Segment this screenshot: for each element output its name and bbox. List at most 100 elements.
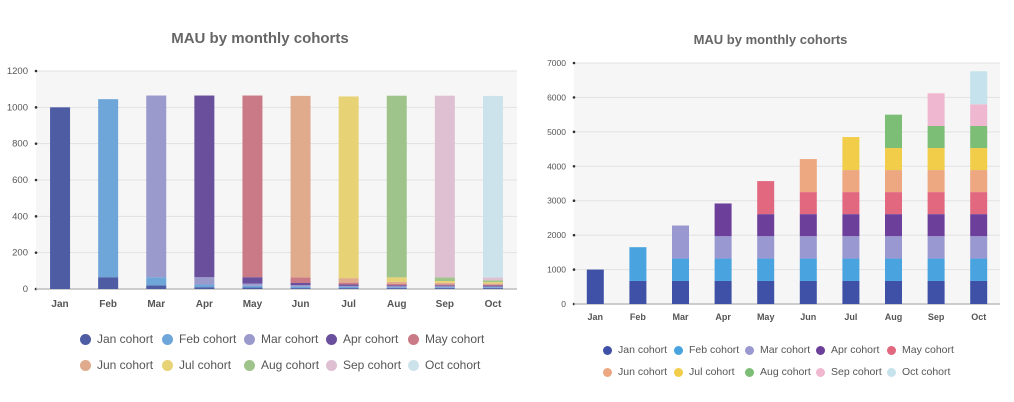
legend-item[interactable]: Feb cohort	[162, 332, 244, 346]
y-tick-mark	[572, 130, 576, 134]
legend-swatch	[887, 367, 896, 377]
bar-segment	[290, 288, 311, 289]
bar-segment	[242, 283, 263, 286]
legend-item[interactable]: Oct cohort	[408, 358, 490, 372]
chart-svg-right: 0 1000 2000 3000 4000 5000 6000 7000 Jan Feb Mar Ap…	[547, 58, 1000, 322]
bar-segment	[970, 148, 988, 171]
y-tick-mark	[572, 268, 576, 271]
bar-segment	[338, 284, 359, 286]
legend-item[interactable]: Jan cohort	[80, 332, 162, 346]
bar-segment	[386, 285, 407, 287]
bar-segment	[146, 285, 167, 289]
legend-item[interactable]: Mar cohort	[244, 332, 326, 346]
x-tick-label: Jun	[800, 312, 816, 322]
y-tick-label: 3000	[547, 196, 566, 206]
legend-item[interactable]: Aug cohort	[244, 358, 326, 372]
legend-item[interactable]: Feb cohort	[674, 344, 745, 356]
chart-title: MAU by monthly cohorts	[693, 32, 848, 47]
legend-swatch	[816, 345, 825, 355]
bar-segment	[885, 114, 902, 149]
bar-segment	[799, 280, 817, 304]
legend-item[interactable]: Sep cohort	[326, 358, 408, 372]
legend-item[interactable]: Jun cohort	[603, 366, 674, 378]
bar-segment	[799, 159, 817, 193]
bar-segment	[434, 287, 455, 289]
bar-segment	[927, 93, 945, 127]
bar-segment	[290, 95, 311, 278]
legend-swatch	[162, 333, 173, 345]
legend-label: Mar cohort	[760, 344, 811, 356]
bar-segment	[194, 277, 215, 285]
legend-swatch	[326, 359, 337, 371]
bar-segment	[842, 170, 860, 193]
bar-segment	[757, 214, 775, 237]
y-tick-label: 600	[12, 175, 28, 186]
bar-segment	[672, 280, 689, 304]
legend-swatch	[816, 367, 825, 377]
bar-segment	[338, 288, 359, 289]
x-tick-label: Feb	[630, 312, 647, 322]
bar-segment	[927, 214, 945, 237]
legend-item[interactable]: Jul cohort	[674, 366, 745, 378]
legend-item[interactable]: Aug cohort	[745, 366, 816, 378]
bar-segment	[842, 214, 860, 237]
legend-item[interactable]: Jul cohort	[162, 358, 244, 372]
y-tick-label: 0	[23, 284, 28, 295]
legend-item[interactable]: Apr cohort	[326, 332, 408, 346]
bar-segment	[482, 285, 503, 287]
bar-segment	[434, 95, 455, 278]
bar-segment	[386, 281, 407, 284]
bar-segment	[482, 287, 503, 289]
bar-segment	[242, 277, 263, 284]
legend-item[interactable]: May cohort	[408, 332, 490, 346]
legend-item[interactable]: Jan cohort	[603, 344, 674, 356]
x-tick-label: Mar	[147, 299, 165, 310]
bar-segment	[434, 285, 455, 287]
legend-item[interactable]: Oct cohort	[887, 366, 958, 378]
x-tick-label: Aug	[387, 299, 406, 310]
legend-label: Apr cohort	[343, 332, 399, 346]
x-tick-label: Sep	[928, 312, 945, 322]
bar-segment	[799, 236, 817, 259]
legend-item[interactable]: Mar cohort	[745, 344, 816, 356]
bar-segment	[482, 282, 503, 284]
legend-item[interactable]: Sep cohort	[816, 366, 887, 378]
legend-item[interactable]: Jun cohort	[80, 358, 162, 372]
legend-swatch	[603, 367, 612, 377]
bar-segment	[434, 281, 455, 283]
bar-segment	[799, 192, 817, 215]
y-tick-mark	[572, 96, 576, 99]
x-tick-label: Aug	[885, 312, 903, 322]
bar-segment	[290, 283, 311, 286]
legend-label: Jul cohort	[689, 366, 735, 378]
legend-label: Aug cohort	[760, 366, 811, 378]
chart-panel-left: MAU by monthly cohorts 0 200 400 600 800 1000…	[7, 30, 517, 372]
y-tick-label: 7000	[547, 58, 566, 68]
bar-segment	[842, 280, 860, 304]
bar-segment	[242, 285, 263, 288]
legend-swatch	[745, 345, 754, 355]
legend-label: May cohort	[425, 332, 485, 346]
bar-segment	[434, 282, 455, 285]
legend-label: Sep cohort	[343, 358, 402, 372]
bar-segment	[629, 247, 647, 281]
bar-segment	[194, 287, 215, 289]
x-tick-label: May	[243, 299, 263, 310]
bar-segment	[970, 71, 988, 105]
bar-segment	[482, 280, 503, 283]
x-tick-label: Jan	[588, 312, 604, 322]
x-tick-label: Apr	[196, 299, 213, 310]
legend-item[interactable]: Apr cohort	[816, 344, 887, 356]
bar-segment	[482, 284, 503, 286]
bar-segment	[970, 258, 988, 281]
bar-segment	[386, 277, 407, 282]
bar-segment	[842, 258, 860, 281]
legend-swatch	[408, 333, 419, 345]
y-tick-label: 400	[12, 211, 28, 222]
x-tick-label: Jul	[341, 299, 356, 310]
bar-segment	[482, 95, 503, 278]
chart-svg-left: 0 200 400 600 800 1000 1200 Jan Feb Mar Apr May Jun J…	[7, 66, 517, 310]
bar-segment	[757, 236, 775, 259]
legend-item[interactable]: May cohort	[887, 344, 958, 356]
bar-segment	[194, 95, 215, 278]
